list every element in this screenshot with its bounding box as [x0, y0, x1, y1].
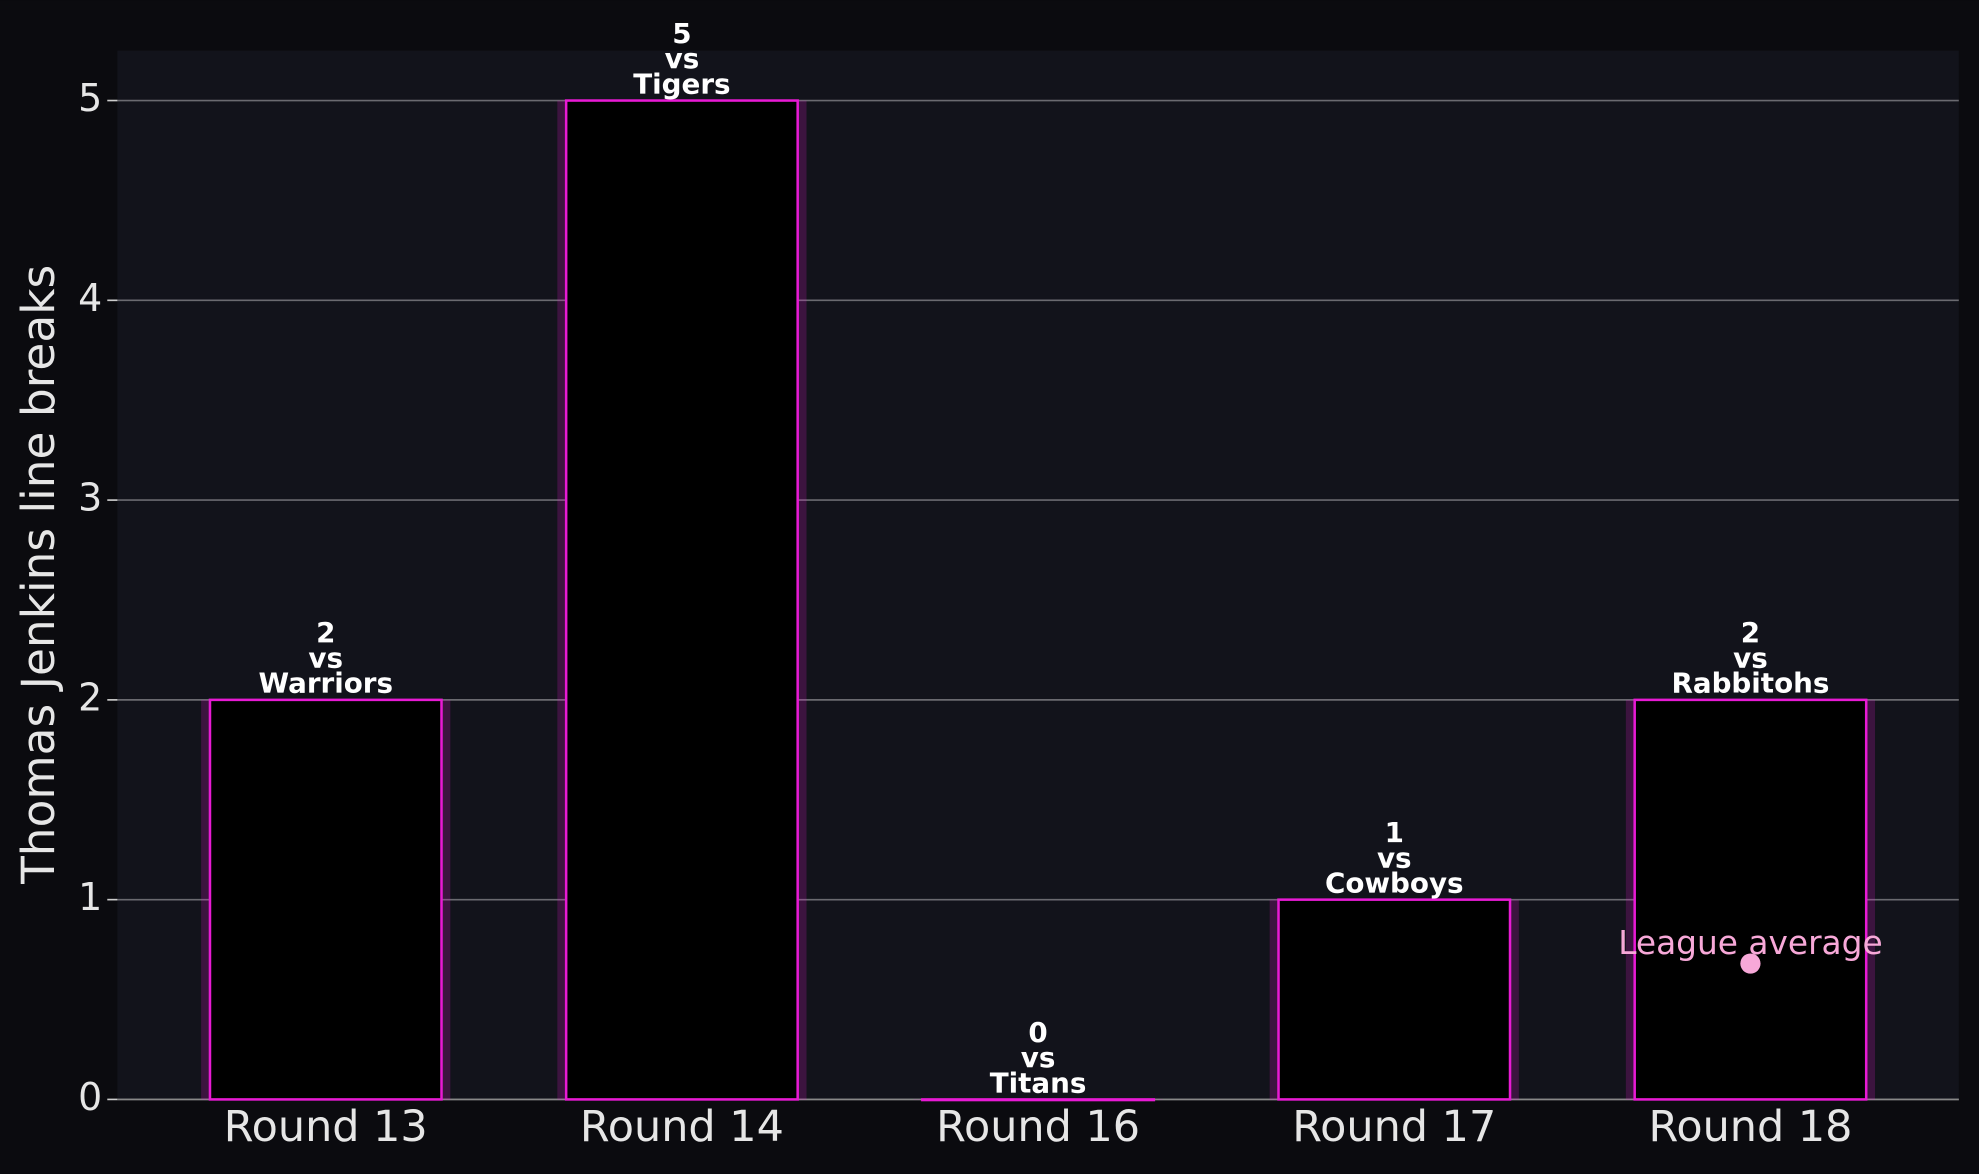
y-tick-label: 3	[78, 476, 102, 520]
opponent-label: Warriors	[258, 667, 392, 700]
x-tick-label: Round 18	[1648, 1102, 1852, 1152]
x-tick-label: Round 17	[1292, 1102, 1496, 1152]
bar	[208, 698, 443, 1101]
y-tick-label: 4	[78, 276, 102, 320]
vs-label: vs	[1377, 841, 1412, 874]
y-tick-label: 2	[78, 675, 102, 719]
opponent-label: Rabbitohs	[1671, 667, 1829, 700]
y-tick-label: 5	[78, 76, 102, 120]
x-tick-label: Round 14	[580, 1102, 784, 1152]
opponent-label: Cowboys	[1325, 866, 1464, 899]
y-axis-label: Thomas Jenkins line breaks	[12, 265, 65, 885]
value-label: 2	[316, 616, 335, 649]
opponent-label: Titans	[990, 1066, 1087, 1099]
bar	[1633, 698, 1868, 1101]
league-average-point	[1740, 953, 1761, 974]
opponent-label: Tigers	[633, 67, 730, 100]
x-tick-label: Round 13	[224, 1102, 428, 1152]
vs-label: vs	[308, 641, 343, 674]
value-label: 0	[1028, 1016, 1047, 1049]
value-label: 5	[672, 17, 691, 50]
value-label: 1	[1385, 816, 1404, 849]
vs-label: vs	[1733, 641, 1768, 674]
y-tick-label: 1	[78, 875, 102, 919]
vs-label: vs	[665, 42, 700, 75]
bar	[1277, 898, 1512, 1101]
bar	[921, 1098, 1156, 1102]
league-average-label: League average	[1618, 924, 1882, 962]
bar	[564, 99, 799, 1101]
y-tick-label: 0	[78, 1075, 102, 1119]
value-label: 2	[1741, 616, 1760, 649]
x-tick-label: Round 16	[936, 1102, 1140, 1152]
vs-label: vs	[1021, 1041, 1056, 1074]
